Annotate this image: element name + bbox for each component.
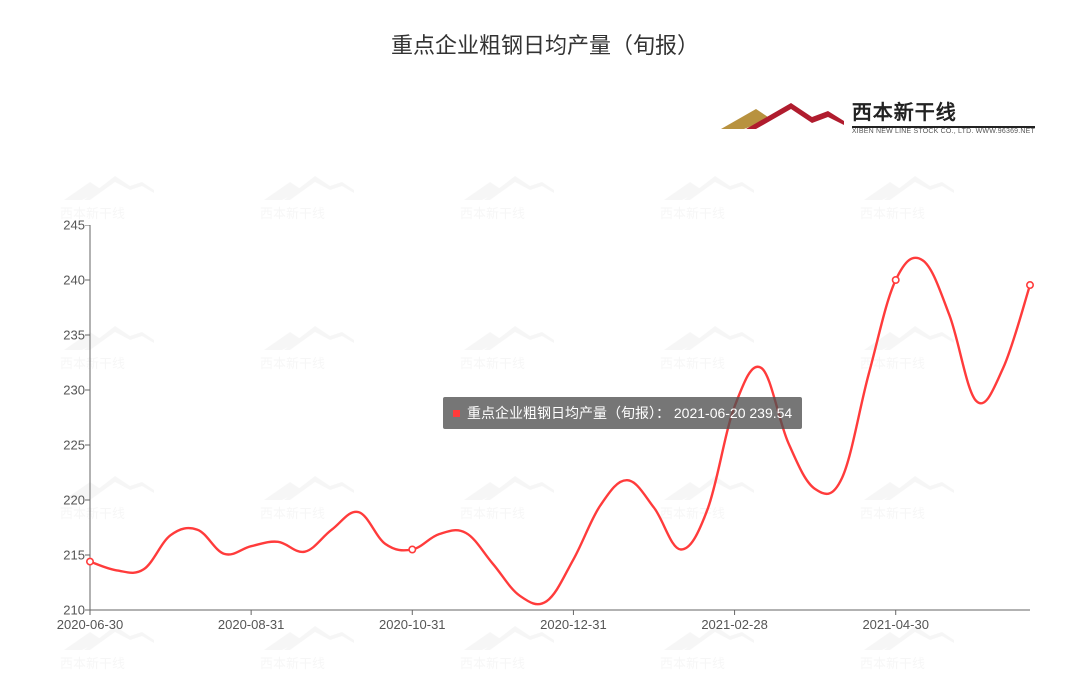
x-tick-label: 2020-12-31: [540, 617, 607, 632]
series-line: [90, 258, 1030, 604]
svg-text:西本新干线: 西本新干线: [260, 206, 325, 221]
chart-area: 210215220225230235240245 2020-06-302020-…: [40, 225, 1050, 645]
x-tick-label: 2020-08-31: [218, 617, 285, 632]
series-marker: [893, 277, 899, 283]
y-tick-label: 245: [45, 218, 85, 233]
tooltip-text: 重点企业粗钢日均产量（旬报）： 2021-06-20 239.54: [467, 403, 792, 423]
x-tick-label: 2021-04-30: [862, 617, 929, 632]
chart-tooltip: 重点企业粗钢日均产量（旬报）： 2021-06-20 239.54: [443, 397, 802, 429]
y-tick-label: 220: [45, 493, 85, 508]
watermark-item: 西本新干线: [460, 170, 620, 225]
series-marker: [87, 558, 93, 564]
y-tick-label: 215: [45, 548, 85, 563]
svg-text:西本新干线: 西本新干线: [460, 206, 525, 221]
brand-logo: 西本新干线 XIBEN NEW LINE STOCK CO., LTD. WWW…: [716, 95, 1035, 135]
series-marker: [409, 546, 415, 552]
svg-text:西本新干线: 西本新干线: [660, 206, 725, 221]
watermark-item: 西本新干线: [660, 170, 820, 225]
chart-title: 重点企业粗钢日均产量（旬报）: [0, 0, 1090, 60]
y-tick-label: 230: [45, 383, 85, 398]
y-tick-label: 225: [45, 438, 85, 453]
y-tick-label: 210: [45, 603, 85, 618]
watermark-item: 西本新干线: [260, 170, 420, 225]
svg-text:西本新干线: 西本新干线: [860, 206, 925, 221]
watermark-item: 西本新干线: [860, 170, 1020, 225]
series-marker: [1027, 282, 1033, 288]
tooltip-marker-icon: [453, 410, 460, 417]
logo-mountains-icon: [716, 95, 846, 135]
x-tick-label: 2021-02-28: [701, 617, 768, 632]
y-tick-label: 240: [45, 273, 85, 288]
logo-en-text: XIBEN NEW LINE STOCK CO., LTD. WWW.96369…: [852, 128, 1035, 135]
logo-cn-text: 西本新干线: [852, 96, 1035, 128]
x-tick-label: 2020-06-30: [57, 617, 124, 632]
line-chart: [40, 225, 1050, 645]
y-tick-label: 235: [45, 328, 85, 343]
x-tick-label: 2020-10-31: [379, 617, 446, 632]
